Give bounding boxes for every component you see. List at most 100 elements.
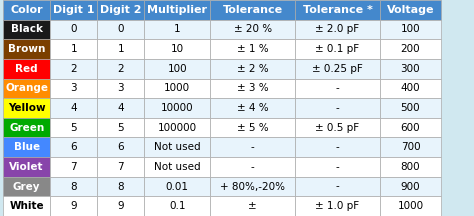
FancyBboxPatch shape (295, 137, 380, 157)
Text: 1: 1 (174, 24, 181, 35)
FancyBboxPatch shape (145, 137, 210, 157)
FancyBboxPatch shape (295, 0, 380, 20)
Text: ± 1 %: ± 1 % (237, 44, 268, 54)
Text: ± 4 %: ± 4 % (237, 103, 268, 113)
Text: 8: 8 (118, 181, 124, 192)
Text: White: White (9, 201, 44, 211)
Text: 6: 6 (118, 142, 124, 152)
FancyBboxPatch shape (295, 98, 380, 118)
Text: 100: 100 (167, 64, 187, 74)
Text: Green: Green (9, 123, 44, 133)
Text: Grey: Grey (13, 181, 40, 192)
Text: 200: 200 (401, 44, 420, 54)
FancyBboxPatch shape (3, 59, 50, 79)
Text: -: - (336, 181, 339, 192)
Text: 2: 2 (71, 64, 77, 74)
Text: 0.01: 0.01 (166, 181, 189, 192)
Text: Voltage: Voltage (387, 5, 434, 15)
FancyBboxPatch shape (3, 118, 50, 137)
FancyBboxPatch shape (97, 98, 145, 118)
FancyBboxPatch shape (50, 157, 97, 177)
Text: -: - (336, 83, 339, 93)
FancyBboxPatch shape (50, 137, 97, 157)
FancyBboxPatch shape (295, 196, 380, 216)
FancyBboxPatch shape (210, 196, 295, 216)
FancyBboxPatch shape (295, 118, 380, 137)
Text: 6: 6 (71, 142, 77, 152)
Text: Brown: Brown (8, 44, 46, 54)
FancyBboxPatch shape (380, 118, 441, 137)
FancyBboxPatch shape (97, 157, 145, 177)
Text: Not used: Not used (154, 142, 201, 152)
Text: Color: Color (10, 5, 43, 15)
Text: 1: 1 (71, 44, 77, 54)
FancyBboxPatch shape (97, 79, 145, 98)
FancyBboxPatch shape (97, 118, 145, 137)
FancyBboxPatch shape (145, 157, 210, 177)
Text: 100000: 100000 (158, 123, 197, 133)
Text: 400: 400 (401, 83, 420, 93)
FancyBboxPatch shape (97, 0, 145, 20)
FancyBboxPatch shape (3, 157, 50, 177)
Text: Multiplier: Multiplier (147, 5, 207, 15)
Text: ±: ± (248, 201, 257, 211)
Text: 0: 0 (118, 24, 124, 35)
FancyBboxPatch shape (295, 157, 380, 177)
FancyBboxPatch shape (3, 196, 50, 216)
FancyBboxPatch shape (50, 196, 97, 216)
Text: -: - (251, 142, 255, 152)
Text: Digit 2: Digit 2 (100, 5, 142, 15)
FancyBboxPatch shape (3, 20, 50, 39)
FancyBboxPatch shape (380, 157, 441, 177)
Text: 100: 100 (401, 24, 420, 35)
FancyBboxPatch shape (145, 0, 210, 20)
FancyBboxPatch shape (145, 39, 210, 59)
Text: Orange: Orange (5, 83, 48, 93)
FancyBboxPatch shape (97, 177, 145, 196)
FancyBboxPatch shape (380, 0, 441, 20)
Text: 9: 9 (118, 201, 124, 211)
Text: 3: 3 (71, 83, 77, 93)
FancyBboxPatch shape (50, 20, 97, 39)
Text: + 80%,-20%: + 80%,-20% (220, 181, 285, 192)
Text: Not used: Not used (154, 162, 201, 172)
Text: ± 0.25 pF: ± 0.25 pF (312, 64, 363, 74)
Text: Tolerance *: Tolerance * (302, 5, 373, 15)
Text: Tolerance: Tolerance (223, 5, 283, 15)
Text: Digit 1: Digit 1 (53, 5, 94, 15)
FancyBboxPatch shape (145, 118, 210, 137)
Text: 9: 9 (71, 201, 77, 211)
Text: Red: Red (15, 64, 38, 74)
Text: 500: 500 (401, 103, 420, 113)
Text: 8: 8 (71, 181, 77, 192)
Text: 2: 2 (118, 64, 124, 74)
Text: Black: Black (11, 24, 43, 35)
FancyBboxPatch shape (210, 157, 295, 177)
Text: 5: 5 (71, 123, 77, 133)
FancyBboxPatch shape (380, 39, 441, 59)
FancyBboxPatch shape (380, 98, 441, 118)
Text: 900: 900 (401, 181, 420, 192)
Text: Blue: Blue (14, 142, 40, 152)
FancyBboxPatch shape (50, 118, 97, 137)
Text: 300: 300 (401, 64, 420, 74)
Text: 0: 0 (71, 24, 77, 35)
FancyBboxPatch shape (50, 59, 97, 79)
FancyBboxPatch shape (3, 0, 50, 20)
Text: Yellow: Yellow (8, 103, 46, 113)
FancyBboxPatch shape (210, 177, 295, 196)
FancyBboxPatch shape (3, 39, 50, 59)
FancyBboxPatch shape (50, 79, 97, 98)
Text: -: - (336, 142, 339, 152)
FancyBboxPatch shape (295, 79, 380, 98)
FancyBboxPatch shape (210, 59, 295, 79)
FancyBboxPatch shape (380, 59, 441, 79)
FancyBboxPatch shape (145, 196, 210, 216)
Text: -: - (336, 103, 339, 113)
FancyBboxPatch shape (3, 137, 50, 157)
FancyBboxPatch shape (210, 137, 295, 157)
FancyBboxPatch shape (210, 118, 295, 137)
Text: ± 0.1 pF: ± 0.1 pF (315, 44, 359, 54)
FancyBboxPatch shape (210, 98, 295, 118)
FancyBboxPatch shape (380, 79, 441, 98)
